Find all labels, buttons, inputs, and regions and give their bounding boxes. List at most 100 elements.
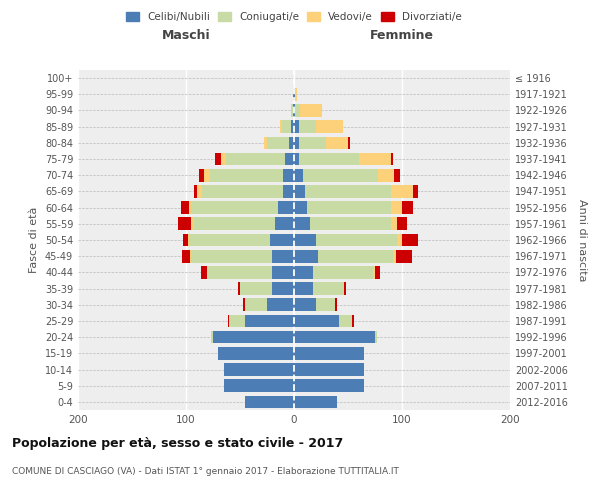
Bar [286,152,294,166]
Bar [283,185,294,198]
Bar [283,169,294,181]
Legend: Celibi/Nubili, Coniugati/e, Vedovi/e, Divorziati/e: Celibi/Nubili, Coniugati/e, Vedovi/e, Di… [122,8,466,26]
Bar [299,120,316,133]
Bar [197,185,202,198]
Bar [294,234,316,246]
Bar [280,120,282,133]
Bar [194,185,197,198]
Bar [264,136,267,149]
Bar [326,136,348,149]
Bar [352,314,355,328]
Bar [213,331,294,344]
Bar [394,169,400,181]
Bar [378,169,394,181]
Bar [340,314,352,328]
Bar [294,347,364,360]
Bar [278,202,294,214]
Bar [294,314,340,328]
Bar [267,298,294,311]
Bar [313,282,344,295]
Bar [307,202,391,214]
Bar [205,169,210,181]
Bar [272,266,294,278]
Bar [294,298,316,311]
Bar [245,396,294,408]
Bar [245,298,267,311]
Bar [375,266,380,278]
Bar [302,169,378,181]
Bar [316,298,335,311]
Bar [299,136,326,149]
Bar [188,234,189,246]
Bar [316,120,343,133]
Bar [294,266,313,278]
Bar [375,331,377,344]
Bar [391,202,402,214]
Bar [294,282,313,295]
Bar [215,152,221,166]
Bar [294,331,375,344]
Bar [245,314,294,328]
Bar [413,185,418,198]
Bar [238,282,240,295]
Bar [208,266,272,278]
Bar [178,218,191,230]
Bar [294,120,299,133]
Bar [359,152,391,166]
Text: Popolazione per età, sesso e stato civile - 2017: Popolazione per età, sesso e stato civil… [12,438,343,450]
Bar [289,136,294,149]
Bar [391,152,394,166]
Bar [313,266,373,278]
Bar [402,234,418,246]
Bar [294,185,305,198]
Bar [272,250,294,262]
Bar [394,250,395,262]
Bar [228,314,229,328]
Bar [191,202,278,214]
Bar [294,363,364,376]
Bar [293,88,294,101]
Bar [218,347,294,360]
Bar [294,152,299,166]
Bar [294,88,295,101]
Bar [191,250,272,262]
Bar [182,250,190,262]
Bar [190,250,191,262]
Bar [189,234,270,246]
Bar [202,185,283,198]
Bar [305,185,391,198]
Bar [295,104,301,117]
Bar [294,136,299,149]
Bar [294,380,364,392]
Bar [294,218,310,230]
Bar [335,298,337,311]
Bar [373,266,375,278]
Bar [272,282,294,295]
Bar [221,152,226,166]
Bar [199,169,205,181]
Bar [291,104,293,117]
Bar [397,234,402,246]
Bar [189,202,191,214]
Bar [391,218,397,230]
Text: Femmine: Femmine [370,30,434,43]
Bar [181,202,189,214]
Bar [291,120,294,133]
Bar [211,331,213,344]
Bar [229,314,245,328]
Y-axis label: Fasce di età: Fasce di età [29,207,39,273]
Bar [194,218,275,230]
Bar [224,380,294,392]
Bar [318,250,394,262]
Bar [191,218,194,230]
Bar [275,218,294,230]
Bar [294,250,318,262]
Bar [310,218,391,230]
Bar [397,218,407,230]
Bar [183,234,188,246]
Bar [402,202,413,214]
Y-axis label: Anni di nascita: Anni di nascita [577,198,587,281]
Bar [294,202,307,214]
Bar [344,282,346,295]
Bar [243,298,245,311]
